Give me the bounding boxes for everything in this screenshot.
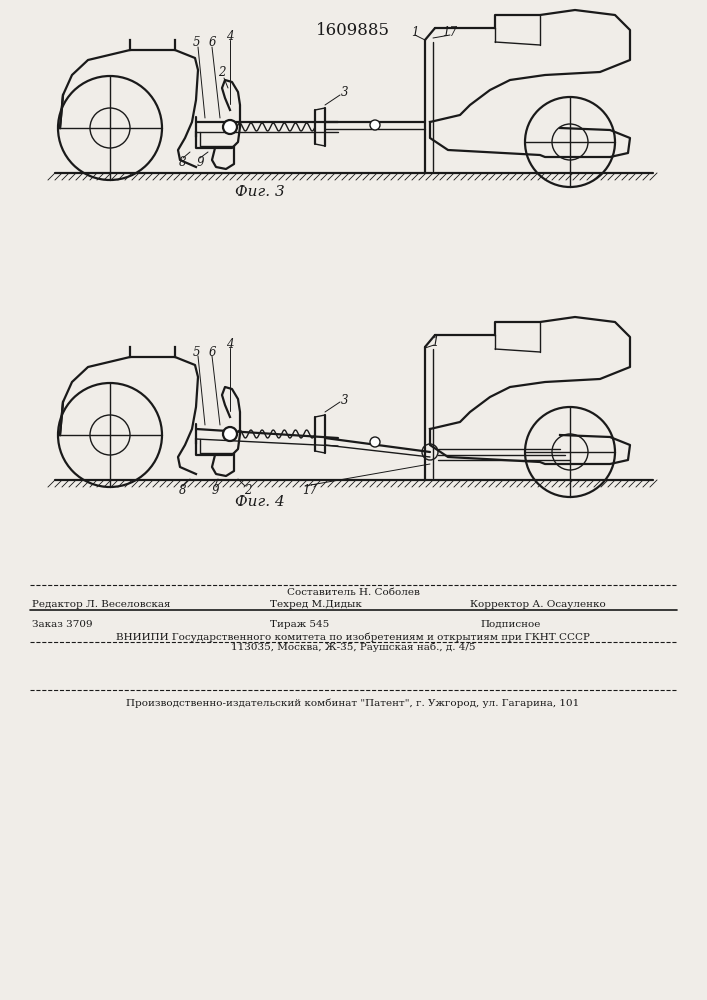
Text: ВНИИПИ Государственного комитета по изобретениям и открытиям при ГКНТ СССР: ВНИИПИ Государственного комитета по изоб… (116, 632, 590, 642)
Text: 6: 6 (209, 36, 216, 49)
Text: 8: 8 (180, 484, 187, 496)
Text: 8: 8 (180, 155, 187, 168)
Text: 6: 6 (209, 346, 216, 359)
Text: Корректор А. Осауленко: Корректор А. Осауленко (470, 600, 606, 609)
Text: 2: 2 (218, 66, 226, 79)
Text: 4: 4 (226, 338, 234, 352)
Circle shape (370, 437, 380, 447)
Text: Редактор Л. Веселовская: Редактор Л. Веселовская (32, 600, 170, 609)
Text: 3: 3 (341, 87, 349, 100)
Text: 9: 9 (211, 484, 218, 496)
Text: Заказ 3709: Заказ 3709 (32, 620, 93, 629)
Text: Тираж 545: Тираж 545 (270, 620, 329, 629)
Text: 113035, Москва, Ж-35, Раушская наб., д. 4/5: 113035, Москва, Ж-35, Раушская наб., д. … (230, 643, 475, 652)
Text: 17: 17 (303, 484, 317, 496)
Text: Техред М.Дидык: Техред М.Дидык (270, 600, 362, 609)
Text: Фиг. 3: Фиг. 3 (235, 185, 285, 199)
Text: 17: 17 (443, 25, 457, 38)
Circle shape (370, 120, 380, 130)
Text: 4: 4 (226, 30, 234, 43)
Circle shape (223, 120, 237, 134)
Text: 2: 2 (244, 484, 252, 496)
Text: Производственно-издательский комбинат "Патент", г. Ужгород, ул. Гагарина, 101: Производственно-издательский комбинат "П… (127, 698, 580, 708)
Text: 5: 5 (192, 36, 200, 49)
Circle shape (223, 427, 237, 441)
Text: 3: 3 (341, 393, 349, 406)
Text: 1609885: 1609885 (316, 22, 390, 39)
Text: 9: 9 (197, 155, 204, 168)
Text: Подписное: Подписное (480, 620, 540, 629)
Text: Составитель Н. Соболев: Составитель Н. Соболев (286, 588, 419, 597)
Text: Фиг. 4: Фиг. 4 (235, 495, 285, 509)
Text: 5: 5 (192, 346, 200, 359)
Text: 1: 1 (411, 25, 419, 38)
Text: 1: 1 (431, 336, 439, 349)
